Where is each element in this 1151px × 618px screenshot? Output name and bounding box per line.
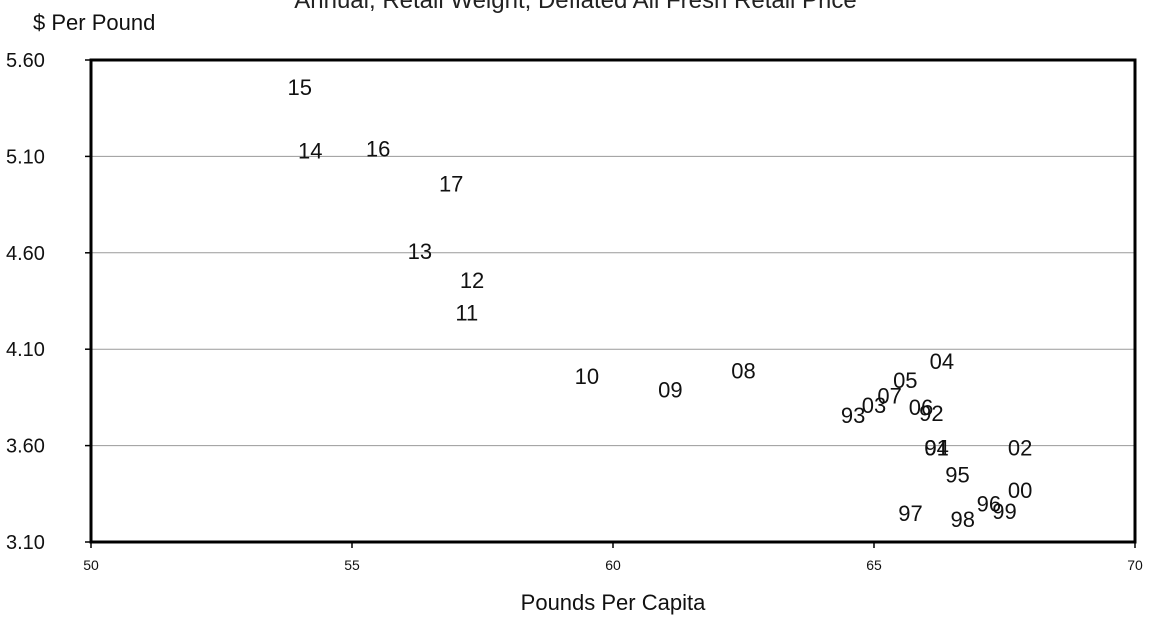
data-point-label: 06 (909, 395, 933, 420)
data-point-label: 15 (288, 75, 312, 100)
data-point-label: 17 (439, 171, 463, 196)
x-tick-label: 50 (83, 557, 99, 573)
data-point-label: 09 (658, 378, 682, 403)
data-point-label: 98 (950, 507, 974, 532)
data-point-label: 14 (298, 139, 322, 164)
data-point-label: 04 (930, 349, 954, 374)
data-point-label: 12 (460, 268, 484, 293)
data-point-label: 94 (924, 436, 948, 461)
chart-title: Annual, Retail Weight, Deflated All Fres… (294, 0, 857, 14)
x-axis-label: Pounds Per Capita (521, 590, 706, 615)
y-tick-label: 5.60 (6, 50, 45, 72)
y-axis-ticks: 3.10 3.60 4.10 4.60 5.10 5.60 (6, 50, 91, 554)
data-point-label: 00 (1008, 478, 1032, 503)
data-point-label: 97 (898, 501, 922, 526)
data-point-label: 05 (893, 368, 917, 393)
y-axis-label: $ Per Pound (33, 10, 156, 35)
data-point-label: 99 (992, 499, 1016, 524)
y-tick-label: 4.10 (6, 339, 45, 361)
data-point-label: 01 (924, 436, 948, 461)
data-point-label: 10 (575, 364, 599, 389)
x-tick-label: 60 (605, 557, 621, 573)
data-point-label: 08 (731, 358, 755, 383)
data-point-label: 16 (366, 137, 390, 162)
x-tick-label: 65 (866, 557, 882, 573)
plot-frame (89, 58, 1137, 544)
data-point-label: 03 (862, 393, 886, 418)
data-point-label: 11 (455, 301, 478, 326)
data-point-label: 13 (408, 239, 432, 264)
x-tick-label: 70 (1127, 557, 1143, 573)
data-point-label: 96 (977, 491, 1001, 516)
data-point-label: 92 (919, 401, 943, 426)
data-point-label: 93 (841, 403, 865, 428)
data-point-label: 07 (877, 383, 901, 408)
y-tick-label: 4.60 (6, 243, 45, 265)
y-tick-label: 3.10 (6, 532, 45, 554)
gridlines (91, 155, 1135, 447)
data-point-label: 95 (945, 463, 969, 488)
data-point-label: 02 (1008, 436, 1032, 461)
x-axis-ticks: 50 55 60 65 70 (83, 542, 1143, 573)
y-tick-label: 3.60 (6, 436, 45, 458)
x-tick-label: 55 (344, 557, 360, 573)
y-tick-label: 5.10 (6, 146, 45, 168)
